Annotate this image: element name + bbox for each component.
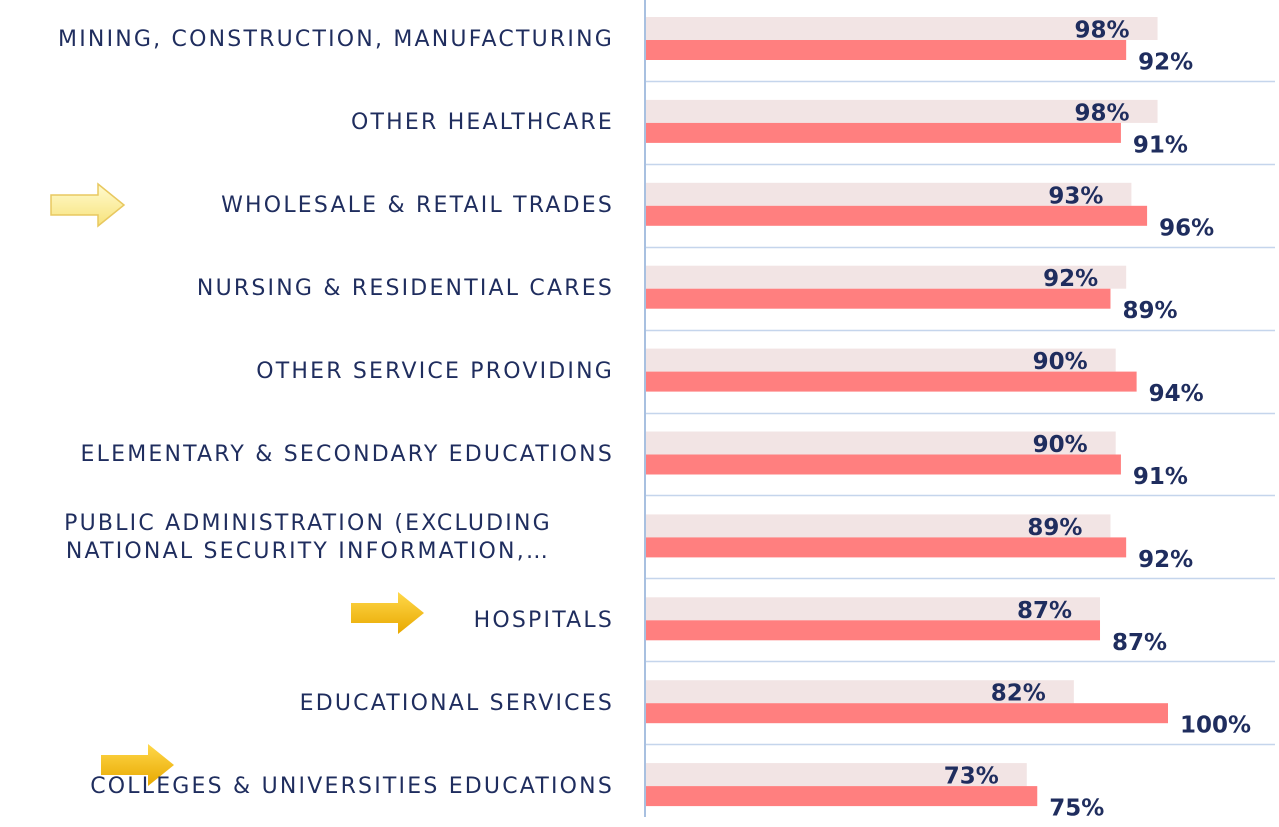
category-label: ELEMENTARY & SECONDARY EDUCATIONS — [0, 415, 614, 496]
value-label: 92% — [1043, 266, 1098, 292]
bar — [645, 537, 1127, 558]
value-label: 96% — [1159, 215, 1214, 241]
bar — [645, 288, 1111, 309]
category-label: MINING, CONSTRUCTION, MANUFACTURING — [0, 0, 614, 81]
value-label: 93% — [1048, 183, 1103, 209]
value-label: 73% — [944, 764, 999, 790]
bar — [645, 763, 1027, 787]
category-text: MINING, CONSTRUCTION, MANUFACTURING — [58, 27, 614, 53]
value-label: 91% — [1133, 464, 1188, 490]
value-label: 89% — [1027, 515, 1082, 541]
category-text: HOSPITALS — [473, 607, 614, 633]
bar — [645, 348, 1116, 372]
category-text: WHOLESALE & RETAIL TRADES — [221, 193, 614, 219]
bar — [645, 680, 1074, 704]
value-label: 92% — [1138, 547, 1193, 573]
bar — [645, 786, 1038, 807]
bar — [645, 620, 1101, 641]
bar — [645, 371, 1137, 392]
arrow — [101, 744, 174, 786]
bar — [645, 205, 1148, 226]
bar — [645, 514, 1111, 538]
category-label: COLLEGES & UNIVERSITIES EDUCATIONS — [0, 746, 614, 827]
bar — [645, 182, 1132, 206]
value-label: 75% — [1049, 796, 1104, 817]
value-label: 98% — [1074, 100, 1129, 126]
value-label: 94% — [1149, 381, 1204, 407]
value-label: 91% — [1133, 132, 1188, 158]
bar — [645, 40, 1127, 60]
category-label: EDUCATIONAL SERVICES — [0, 663, 614, 744]
category-text: EDUCATIONAL SERVICES — [299, 690, 614, 716]
category-text: NURSING & RESIDENTIAL CARES — [196, 276, 614, 302]
value-label: 92% — [1138, 50, 1193, 76]
category-text: OTHER SERVICE PROVIDING — [256, 359, 614, 385]
value-label: 98% — [1074, 18, 1129, 44]
value-label: 87% — [1017, 598, 1072, 624]
category-label: NURSING & RESIDENTIAL CARES — [0, 249, 614, 330]
category-text: COLLEGES & UNIVERSITIES EDUCATIONS — [90, 773, 614, 799]
bar — [645, 454, 1121, 475]
bar — [645, 99, 1158, 123]
category-label: OTHER HEALTHCARE — [0, 83, 614, 164]
value-label: 100% — [1180, 713, 1251, 739]
bar — [645, 703, 1168, 724]
category-label: HOSPITALS — [0, 580, 614, 661]
bar — [645, 597, 1101, 621]
arrow — [351, 592, 424, 634]
bar — [645, 265, 1127, 289]
bar — [645, 122, 1121, 143]
value-label: 87% — [1112, 630, 1167, 656]
value-label: 82% — [991, 681, 1046, 707]
value-label: 90% — [1033, 432, 1088, 458]
bar — [645, 17, 1158, 40]
category-text: ELEMENTARY & SECONDARY EDUCATIONS — [80, 441, 614, 467]
value-label: 90% — [1033, 349, 1088, 375]
category-text: PUBLIC ADMINISTRATION (EXCLUDING NATIONA… — [64, 510, 552, 564]
category-label: WHOLESALE & RETAIL TRADES — [0, 166, 614, 247]
value-label: 89% — [1122, 298, 1177, 324]
category-label: OTHER SERVICE PROVIDING — [0, 332, 614, 413]
category-label: PUBLIC ADMINISTRATION (EXCLUDING NATIONA… — [0, 497, 614, 578]
arrow — [50, 182, 126, 228]
bar — [645, 431, 1116, 455]
category-text: OTHER HEALTHCARE — [351, 110, 614, 136]
